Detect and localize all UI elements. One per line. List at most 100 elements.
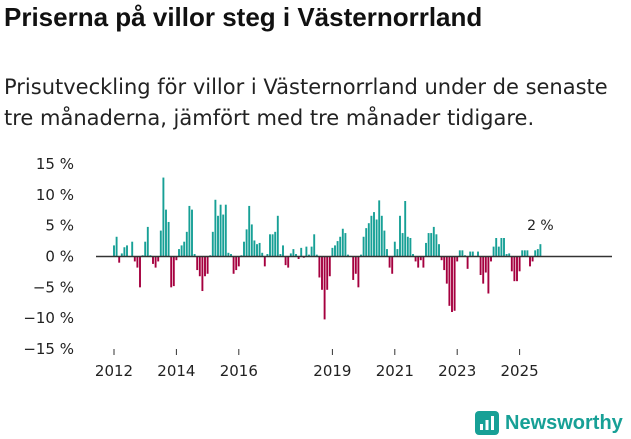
bar: [451, 256, 453, 312]
bar: [448, 256, 451, 306]
bar: [235, 256, 238, 271]
bar: [341, 228, 344, 257]
bar: [313, 234, 316, 257]
bar: [271, 234, 274, 257]
bar: [370, 215, 373, 257]
bar: [201, 256, 204, 292]
bar: [295, 254, 297, 257]
bar: [386, 249, 388, 257]
bar: [526, 250, 529, 257]
bar: [347, 254, 349, 257]
bar: [406, 236, 409, 257]
bar: [214, 199, 217, 257]
bar: [154, 256, 157, 268]
bar: [232, 256, 235, 274]
bar: [274, 231, 277, 257]
bar: [159, 230, 162, 257]
y-tick-label: −15 %: [23, 340, 74, 358]
bar: [500, 238, 503, 257]
bar: [471, 251, 474, 257]
bar: [297, 256, 300, 259]
bar: [230, 254, 232, 257]
bar: [123, 247, 126, 257]
bar: [393, 241, 396, 257]
bar: [185, 231, 188, 257]
bar: [490, 256, 492, 262]
bar: [479, 256, 482, 275]
bar: [183, 241, 186, 257]
bar: [497, 246, 500, 257]
x-tick-label: 2012: [95, 362, 133, 380]
bar: [536, 249, 539, 257]
bar: [178, 249, 180, 257]
bar: [505, 254, 508, 257]
bar: [263, 256, 266, 267]
bar: [243, 241, 245, 257]
bar: [438, 244, 440, 257]
bar: [258, 242, 261, 257]
bar: [328, 256, 331, 277]
bar: [126, 245, 128, 257]
bar: [115, 236, 118, 257]
bar: [365, 228, 368, 257]
bar: [513, 256, 516, 282]
bar: [443, 256, 446, 271]
y-tick-label: 10 %: [36, 186, 74, 204]
bar: [521, 250, 524, 257]
bar: [466, 256, 469, 269]
bar: [172, 256, 175, 287]
bar: [419, 256, 422, 261]
bar: [425, 242, 427, 257]
bar: [256, 244, 258, 257]
bar: [326, 256, 329, 290]
bar: [146, 226, 149, 257]
bar: [440, 256, 443, 261]
bar: [435, 234, 438, 257]
bar: [321, 256, 323, 290]
bar: [204, 256, 206, 277]
bar: [196, 256, 199, 271]
bar: [375, 219, 378, 257]
bar: [162, 177, 165, 257]
bar: [445, 256, 448, 284]
bar: [237, 256, 240, 267]
bar: [516, 256, 518, 282]
bar: [409, 238, 412, 257]
bar: [391, 256, 394, 274]
bar: [469, 251, 472, 257]
bar: [503, 238, 505, 257]
bar: [289, 253, 292, 257]
bar: [282, 245, 284, 257]
bar: [477, 251, 479, 257]
bar: [136, 256, 139, 268]
bar: [133, 256, 136, 262]
bar: [165, 209, 167, 257]
bar: [292, 249, 295, 257]
brand-name: Newsworthy: [505, 411, 623, 434]
bar: [211, 231, 214, 257]
bar: [305, 246, 308, 257]
y-tick-label: −10 %: [23, 309, 74, 327]
bar: [331, 247, 334, 257]
bar: [167, 221, 170, 257]
bar: [191, 209, 193, 257]
bar: [487, 256, 490, 294]
x-tick-label: 2025: [501, 362, 539, 380]
bar: [417, 256, 420, 268]
bar: [456, 256, 459, 262]
bar: [308, 254, 310, 257]
bar: [388, 256, 391, 268]
bar: [310, 246, 313, 257]
bar: [401, 233, 404, 257]
newsworthy-brand[interactable]: Newsworthy: [475, 409, 623, 437]
bar: [188, 205, 191, 257]
bar: [352, 256, 355, 280]
y-tick-label: 5 %: [45, 217, 74, 235]
bar: [206, 256, 209, 274]
bar: [279, 254, 282, 257]
bar: [170, 256, 173, 288]
page-title: Priserna på villor steg i Västernorrland: [4, 2, 483, 32]
bar: [227, 252, 230, 257]
bar: [432, 226, 435, 257]
